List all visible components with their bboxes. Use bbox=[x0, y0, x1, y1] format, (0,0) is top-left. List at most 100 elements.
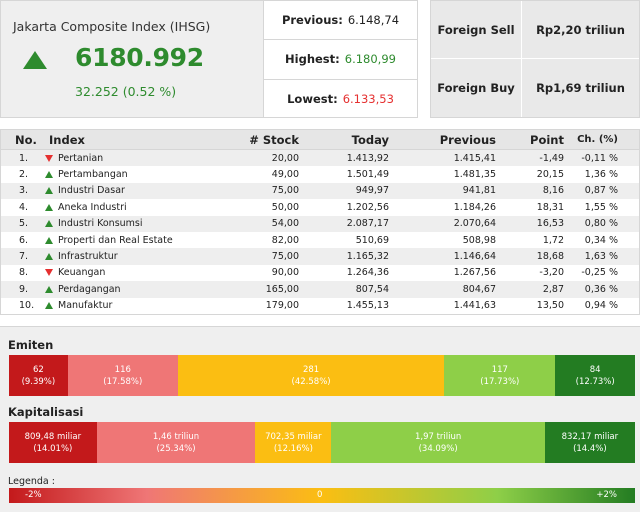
kapitalisasi-segment-value: 1,46 triliun bbox=[152, 431, 200, 442]
row-index: Properti dan Real Estate bbox=[41, 235, 221, 246]
row-index: Perdagangan bbox=[41, 284, 221, 295]
emiten-segment: 117 (17.73%) bbox=[444, 355, 556, 396]
row-no: 5. bbox=[19, 218, 29, 230]
row-change: -0,11 % bbox=[581, 152, 618, 164]
kapitalisasi-segment: 1,97 triliun (34.09%) bbox=[331, 422, 545, 463]
row-point: 20,15 bbox=[536, 169, 564, 181]
row-previous: 1.146,64 bbox=[453, 251, 496, 263]
emiten-segment: 281 (42.58%) bbox=[177, 355, 445, 396]
row-index: Pertambangan bbox=[41, 169, 221, 180]
kapitalisasi-segment-value: 832,17 miliar bbox=[561, 431, 619, 442]
emiten-title: Emiten bbox=[8, 338, 54, 352]
row-point: 16,53 bbox=[536, 218, 564, 230]
foreign-sell-row: Foreign Sell Rp2,20 triliun bbox=[431, 1, 639, 59]
foreign-buy-value: Rp1,69 triliun bbox=[536, 81, 625, 95]
emiten-segment-pct: (42.58%) bbox=[291, 376, 331, 387]
row-stock: 179,00 bbox=[265, 300, 299, 312]
emiten-segment-pct: (12.73%) bbox=[575, 376, 615, 387]
legend-gradient-bar: -2% 0 +2% bbox=[9, 488, 635, 503]
table-row: 6. Properti dan Real Estate 82,00 510,69 508… bbox=[1, 231, 639, 249]
row-index-label: Perdagangan bbox=[58, 283, 121, 295]
kapitalisasi-segment-pct: (14.4%) bbox=[573, 443, 607, 454]
down-triangle-icon bbox=[45, 269, 53, 277]
row-point: -1,49 bbox=[539, 152, 564, 164]
row-index: Infrastruktur bbox=[41, 251, 221, 262]
ihsg-summary-panel: Jakarta Composite Index (IHSG) 6180.992 … bbox=[0, 0, 264, 118]
emiten-segment-value: 84 bbox=[589, 364, 601, 375]
up-triangle-icon bbox=[45, 187, 53, 195]
row-index: Pertanian bbox=[41, 153, 221, 164]
table-row: 2. Pertambangan 49,00 1.501,49 1.481,35 20,15… bbox=[1, 166, 639, 183]
header-stock: # Stock bbox=[249, 132, 299, 147]
kapitalisasi-segment-value: 702,35 miliar bbox=[265, 431, 322, 442]
row-index-label: Pertambangan bbox=[58, 169, 128, 181]
row-point: -3,20 bbox=[539, 267, 564, 279]
row-index-label: Pertanian bbox=[58, 152, 104, 164]
row-point: 1,72 bbox=[542, 234, 564, 246]
ihsg-change: 32.252 (0.52 %) bbox=[75, 84, 177, 99]
kapitalisasi-segment-value: 809,48 miliar bbox=[24, 431, 82, 442]
row-today: 1.413,92 bbox=[346, 152, 389, 164]
header-no: No. bbox=[15, 132, 37, 147]
row-index-label: Aneka Industri bbox=[58, 201, 127, 213]
header-index: Index bbox=[49, 132, 85, 147]
down-triangle-icon bbox=[45, 154, 53, 162]
up-triangle-icon bbox=[45, 285, 53, 293]
previous-stat: Previous: 6.148,74 bbox=[264, 1, 417, 41]
row-previous: 1.184,26 bbox=[453, 201, 496, 213]
row-today: 1.264,36 bbox=[346, 267, 389, 279]
row-no: 6. bbox=[19, 234, 29, 246]
row-stock: 20,00 bbox=[271, 152, 299, 164]
kapitalisasi-segment: 809,48 miliar (14.01%) bbox=[9, 422, 97, 463]
emiten-segment-value: 281 bbox=[302, 364, 320, 375]
ihsg-value: 6180.992 bbox=[75, 43, 204, 72]
foreign-sell-label: Foreign Sell bbox=[431, 1, 522, 58]
up-triangle-icon bbox=[45, 302, 53, 310]
kapitalisasi-title: Kapitalisasi bbox=[8, 405, 84, 419]
legend-mid-label: 0 bbox=[317, 490, 323, 500]
up-arrow-icon bbox=[23, 51, 47, 69]
row-no: 8. bbox=[19, 267, 29, 279]
emiten-segment: 62 (9.39%) bbox=[9, 355, 68, 396]
row-today: 807,54 bbox=[355, 283, 389, 295]
foreign-sell-value: Rp2,20 triliun bbox=[536, 22, 625, 37]
up-triangle-icon bbox=[45, 220, 53, 228]
row-stock: 75,00 bbox=[271, 185, 299, 197]
row-point: 2,87 bbox=[542, 283, 564, 295]
row-index: Manufaktur bbox=[41, 300, 221, 311]
ihsg-title: Jakarta Composite Index (IHSG) bbox=[13, 19, 211, 34]
row-stock: 165,00 bbox=[265, 283, 299, 295]
row-stock: 82,00 bbox=[271, 234, 299, 246]
row-previous: 941,81 bbox=[462, 185, 496, 197]
row-previous: 2.070,64 bbox=[453, 218, 496, 230]
row-index: Industri Konsumsi bbox=[41, 218, 221, 229]
kapitalisasi-bar: 809,48 miliar (14.01%) 1,46 triliun (25.34%… bbox=[9, 422, 635, 463]
row-stock: 75,00 bbox=[271, 251, 299, 263]
up-triangle-icon bbox=[45, 236, 53, 244]
up-triangle-icon bbox=[45, 253, 53, 261]
distribution-panel: Emiten 62 (9.39%) 116 (17.58%) 281 (42.58%) 11… bbox=[0, 326, 640, 512]
table-row: 1. Pertanian 20,00 1.413,92 1.415,41 -1,49 -0,… bbox=[1, 150, 639, 167]
kapitalisasi-segment: 1,46 triliun (25.34%) bbox=[96, 422, 256, 463]
row-today: 2.087,17 bbox=[346, 218, 389, 230]
row-change: 0,36 % bbox=[584, 283, 618, 295]
row-today: 949,97 bbox=[355, 185, 389, 197]
ihsg-stats-panel: Previous: 6.148,74 Highest: 6.180,99 Low… bbox=[264, 0, 418, 118]
kapitalisasi-segment: 702,35 miliar (12.16%) bbox=[255, 422, 332, 463]
row-index-label: Industri Dasar bbox=[58, 185, 125, 197]
row-no: 4. bbox=[19, 201, 29, 213]
lowest-value: 6.133,53 bbox=[342, 92, 394, 107]
row-today: 1.165,32 bbox=[346, 251, 389, 263]
emiten-segment-value: 62 bbox=[32, 364, 44, 375]
emiten-bar: 62 (9.39%) 116 (17.58%) 281 (42.58%) 117 (17.73… bbox=[9, 355, 635, 396]
table-row: 10. Manufaktur 179,00 1.455,13 1.441,63 13,50… bbox=[1, 297, 639, 314]
table-row: 4. Aneka Industri 50,00 1.202,56 1.184,26 18,… bbox=[1, 199, 639, 216]
row-previous: 1.267,56 bbox=[453, 267, 496, 279]
row-today: 1.501,49 bbox=[346, 169, 389, 181]
row-change: 0,34 % bbox=[584, 234, 618, 246]
kapitalisasi-segment-pct: (14.01%) bbox=[33, 443, 73, 454]
row-index-label: Infrastruktur bbox=[58, 251, 118, 263]
row-previous: 1.441,63 bbox=[453, 300, 496, 312]
emiten-segment-value: 116 bbox=[114, 364, 131, 375]
row-stock: 50,00 bbox=[271, 201, 299, 213]
